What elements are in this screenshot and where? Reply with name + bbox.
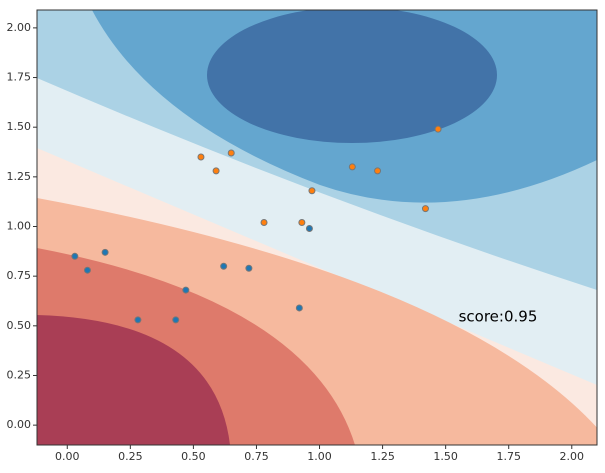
x-tick-label: 0.75 (244, 450, 269, 463)
scatter-point (134, 316, 142, 324)
scatter-point (83, 266, 91, 274)
scatter-point (220, 262, 228, 270)
x-tick-label: 0.00 (55, 450, 80, 463)
scatter-point (348, 163, 356, 171)
scatter-point (212, 167, 220, 175)
scatter-point (101, 248, 109, 256)
y-tick-label: 2.00 (7, 21, 32, 34)
scatter-point (308, 187, 316, 195)
x-tick-label: 2.00 (560, 450, 585, 463)
y-tick-label: 1.50 (7, 120, 32, 133)
scatter-point (182, 286, 190, 294)
y-tick-label: 0.25 (7, 368, 32, 381)
x-tick-label: 1.50 (433, 450, 458, 463)
scatter-point (298, 219, 306, 227)
scatter-point (295, 304, 303, 312)
y-tick-label: 1.75 (7, 71, 32, 84)
scatter-point (421, 205, 429, 213)
x-tick-label: 0.50 (181, 450, 206, 463)
scatter-point (71, 252, 79, 260)
x-tick-label: 1.25 (370, 450, 395, 463)
y-tick-label: 0.75 (7, 269, 32, 282)
y-tick-label: 0.50 (7, 319, 32, 332)
scatter-point (245, 264, 253, 272)
y-tick-label: 1.00 (7, 220, 32, 233)
scatter-point (227, 149, 235, 157)
score-annotation: score:0.95 (459, 308, 538, 326)
scatter-point (172, 316, 180, 324)
y-tick-label: 0.00 (7, 418, 32, 431)
scatter-point (260, 219, 268, 227)
contour-background (37, 10, 597, 445)
y-tick-label: 1.25 (7, 170, 32, 183)
x-tick-label: 1.75 (496, 450, 521, 463)
scatter-point (374, 167, 382, 175)
x-tick-label: 0.25 (118, 450, 143, 463)
scatter-point (434, 125, 442, 133)
scatter-point (305, 224, 313, 232)
plot-frame (36, 9, 598, 446)
x-tick-label: 1.00 (307, 450, 332, 463)
scatter-point (197, 153, 205, 161)
